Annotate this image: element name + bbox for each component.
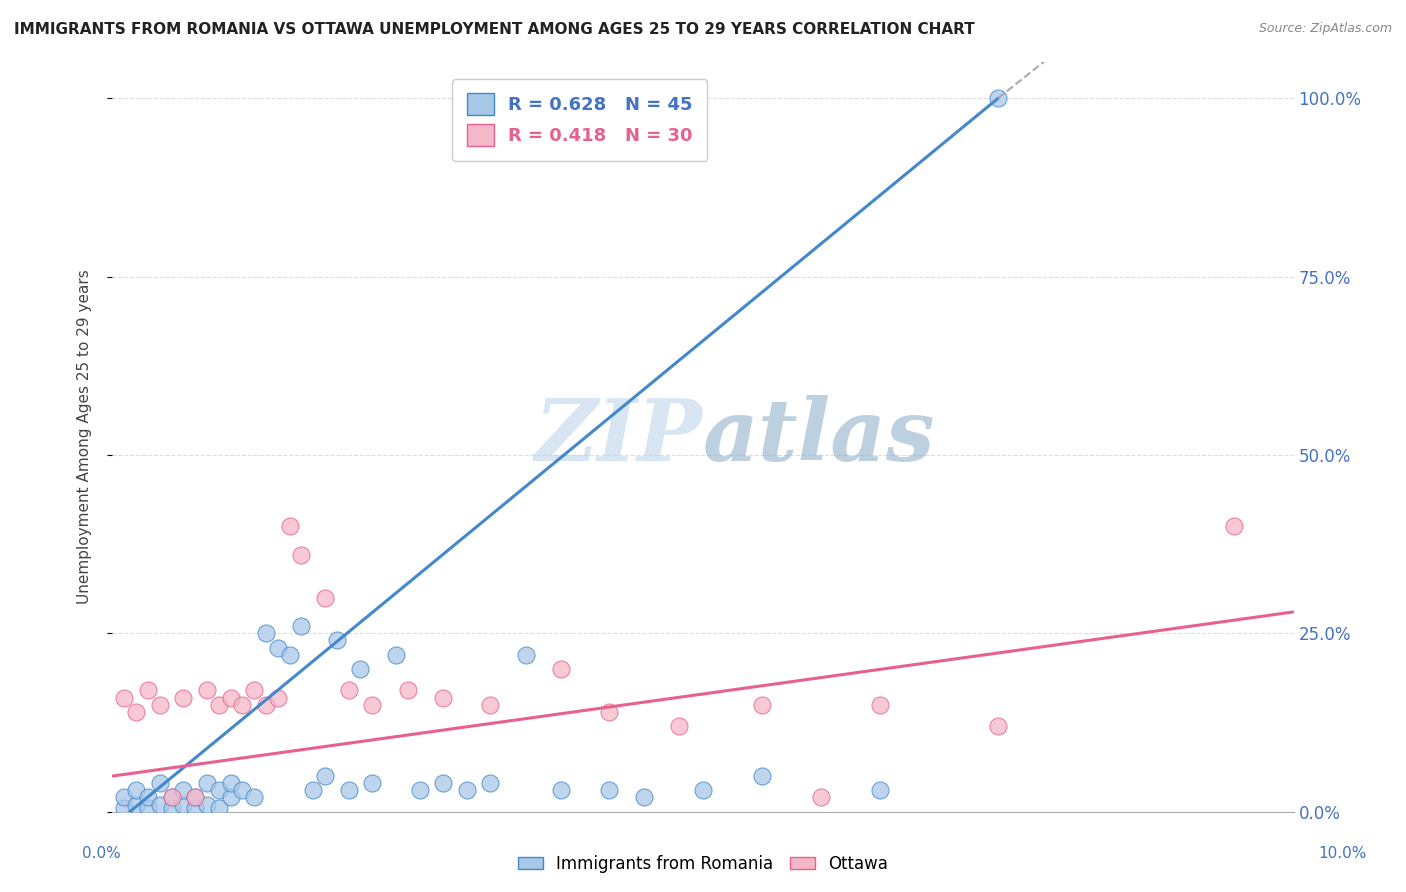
Text: IMMIGRANTS FROM ROMANIA VS OTTAWA UNEMPLOYMENT AMONG AGES 25 TO 29 YEARS CORRELA: IMMIGRANTS FROM ROMANIA VS OTTAWA UNEMPL… [14, 22, 974, 37]
Point [136, 801, 159, 815]
Point [208, 698, 231, 712]
Point [160, 790, 183, 805]
Point [112, 690, 135, 705]
Point [337, 783, 360, 797]
Point [987, 91, 1010, 105]
Point [195, 683, 218, 698]
Point [396, 683, 419, 698]
Point [278, 519, 301, 533]
Point [243, 683, 266, 698]
Point [136, 683, 159, 698]
Point [172, 797, 194, 812]
Legend: Immigrants from Romania, Ottawa: Immigrants from Romania, Ottawa [512, 848, 894, 880]
Point [208, 801, 231, 815]
Point [160, 801, 183, 815]
Text: Source: ZipAtlas.com: Source: ZipAtlas.com [1258, 22, 1392, 36]
Point [633, 790, 655, 805]
Point [136, 790, 159, 805]
Point [668, 719, 690, 733]
Point [172, 783, 194, 797]
Point [125, 783, 148, 797]
Point [692, 783, 714, 797]
Text: atlas: atlas [703, 395, 935, 479]
Point [231, 783, 253, 797]
Point [184, 790, 207, 805]
Point [479, 776, 502, 790]
Point [1223, 519, 1246, 533]
Point [456, 783, 478, 797]
Point [810, 790, 832, 805]
Point [751, 769, 773, 783]
Point [172, 690, 194, 705]
Point [125, 705, 148, 719]
Point [219, 776, 242, 790]
Point [314, 769, 336, 783]
Point [195, 797, 218, 812]
Point [515, 648, 537, 662]
Point [869, 698, 891, 712]
Text: 0.0%: 0.0% [82, 847, 121, 861]
Point [361, 698, 384, 712]
Point [267, 640, 290, 655]
Legend: R = 0.628   N = 45, R = 0.418   N = 30: R = 0.628 N = 45, R = 0.418 N = 30 [453, 79, 707, 161]
Point [751, 698, 773, 712]
Point [219, 790, 242, 805]
Point [408, 783, 430, 797]
Point [302, 783, 325, 797]
Point [550, 783, 572, 797]
Point [337, 683, 360, 698]
Point [243, 790, 266, 805]
Y-axis label: Unemployment Among Ages 25 to 29 years: Unemployment Among Ages 25 to 29 years [77, 269, 91, 605]
Point [349, 662, 371, 676]
Point [254, 698, 277, 712]
Point [184, 801, 207, 815]
Point [112, 801, 135, 815]
Point [278, 648, 301, 662]
Point [149, 698, 172, 712]
Text: ZIP: ZIP [536, 395, 703, 479]
Point [219, 690, 242, 705]
Point [254, 626, 277, 640]
Point [550, 662, 572, 676]
Point [432, 690, 454, 705]
Point [432, 776, 454, 790]
Point [290, 619, 312, 633]
Point [326, 633, 349, 648]
Point [160, 790, 183, 805]
Point [195, 776, 218, 790]
Point [987, 719, 1010, 733]
Point [598, 783, 620, 797]
Point [361, 776, 384, 790]
Point [314, 591, 336, 605]
Point [149, 797, 172, 812]
Point [267, 690, 290, 705]
Point [385, 648, 408, 662]
Point [184, 790, 207, 805]
Point [208, 783, 231, 797]
Point [290, 548, 312, 562]
Point [598, 705, 620, 719]
Text: 10.0%: 10.0% [1319, 847, 1367, 861]
Point [479, 698, 502, 712]
Point [231, 698, 253, 712]
Point [869, 783, 891, 797]
Point [149, 776, 172, 790]
Point [125, 797, 148, 812]
Point [112, 790, 135, 805]
